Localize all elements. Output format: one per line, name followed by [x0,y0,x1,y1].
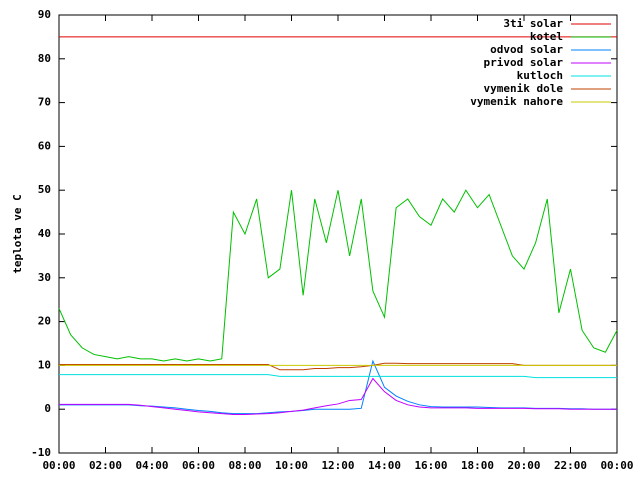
y-tick-label: 50 [38,183,51,196]
y-tick-label: 40 [38,227,51,240]
x-tick-label: 04:00 [135,459,168,472]
x-tick-label: 10:00 [275,459,308,472]
legend-label: odvod solar [490,43,563,56]
y-tick-label: 60 [38,139,51,152]
legend-label: vymenik nahore [470,95,563,108]
x-tick-label: 12:00 [321,459,354,472]
x-tick-label: 22:00 [554,459,587,472]
legend-label: vymenik dole [484,82,564,95]
series-line [59,377,617,415]
series-line [59,362,617,371]
y-tick-label: 10 [38,358,51,371]
y-tick-label: -10 [31,446,51,459]
x-tick-label: 16:00 [414,459,447,472]
x-tick-label: 08:00 [228,459,261,472]
y-tick-label: 70 [38,96,51,109]
x-tick-label: 02:00 [89,459,122,472]
legend-label: kotel [530,30,563,43]
legend-label: 3ti solar [503,17,563,30]
y-tick-label: 30 [38,271,51,284]
series-line [58,189,618,362]
series-line [59,374,617,379]
y-tick-label: 90 [38,8,51,21]
x-tick-label: 00:00 [42,459,75,472]
y-tick-label: 20 [38,315,51,328]
legend-label: kutloch [517,69,563,82]
x-tick-label: 14:00 [368,459,401,472]
x-tick-label: 18:00 [461,459,494,472]
x-tick-label: 00:00 [600,459,633,472]
y-axis-label: teplota ve C [11,194,24,273]
y-tick-label: 0 [44,402,51,415]
x-tick-label: 06:00 [182,459,215,472]
legend-label: privod solar [484,56,564,69]
x-tick-label: 20:00 [507,459,540,472]
y-tick-label: 80 [38,52,51,65]
